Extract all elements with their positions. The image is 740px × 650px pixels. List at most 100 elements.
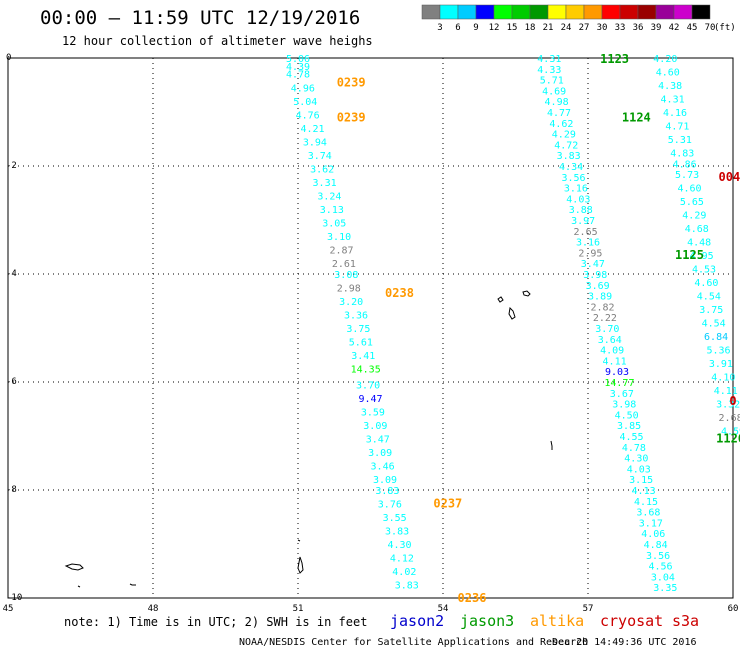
swh-value-jason3: 2.65 [574, 227, 598, 238]
colorbar-swatch [493, 4, 513, 20]
swh-value-jason3: 4.98 [545, 97, 569, 108]
swh-value-jason3: 14.77 [604, 378, 634, 389]
swh-value-jason3: 5.71 [540, 76, 564, 87]
swh-value-altika: 3.09 [373, 475, 397, 486]
swh-value-jason2: 3.75 [699, 305, 723, 316]
swh-value-altika: 3.76 [378, 500, 402, 511]
colorbar-label: 42 [669, 23, 680, 33]
gridlines [8, 58, 733, 598]
colorbar-label: 39 [651, 23, 662, 33]
island-2 [522, 290, 531, 297]
swh-value-jason2: 5.31 [668, 135, 692, 146]
swh-value-jason3: 3.68 [636, 508, 660, 519]
generated-timestamp: Dec 20 14:49:36 UTC 2016 [552, 637, 697, 648]
swh-value-altika: 3.70 [356, 381, 380, 392]
colorbar-swatch [439, 4, 459, 20]
swh-value-altika: 3.62 [310, 165, 334, 176]
swh-value-jason2: 4.60 [694, 278, 718, 289]
swh-value-jason3: 3.67 [610, 389, 634, 400]
x-tick-label: 57 [583, 604, 594, 614]
credit-line: NOAA/NESDIS Center for Satellite Applica… [239, 637, 588, 648]
swh-value-cryosat: 0 [729, 394, 736, 408]
swh-value-altika: 3.36 [344, 311, 368, 322]
island-3 [508, 306, 516, 320]
swh-value-altika: 4.12 [390, 554, 414, 565]
colorbar-swatch [583, 4, 603, 20]
swh-value-altika: 3.13 [320, 205, 344, 216]
swh-value-jason3: 4.72 [554, 140, 578, 151]
chart-subtitle: 12 hour collection of altimeter wave hei… [62, 34, 373, 48]
swh-value-jason3: 3.89 [588, 292, 612, 303]
colorbar-label: 18 [525, 23, 536, 33]
pass-time-altika: 0239 [337, 110, 366, 124]
swh-value-jason3: 4.13 [632, 486, 656, 497]
swh-value-altika: 3.41 [351, 351, 375, 362]
colorbar-swatch [421, 4, 441, 20]
swh-value-altika: 3.74 [308, 151, 332, 162]
colorbar-label: 36 [633, 23, 644, 33]
swh-value-jason2: 4.60 [656, 68, 680, 79]
y-tick-label: 0 [6, 53, 11, 63]
swh-value-jason3: 9.03 [605, 367, 629, 378]
x-tick-label: 45 [3, 604, 14, 614]
y-tick-label: -10 [6, 593, 22, 603]
swh-value-jason3: 4.33 [537, 65, 561, 76]
legend-cryosat: cryosat [600, 612, 663, 630]
swh-value-jason2: 2.68 [719, 413, 740, 424]
swh-value-jason3: 3.56 [561, 173, 585, 184]
swh-value-jason2: 4.60 [677, 184, 701, 195]
swh-value-jason3: 3.56 [646, 551, 670, 562]
swh-value-jason3: 3.16 [564, 184, 588, 195]
colorbar-unit: (ft) [714, 23, 736, 33]
swh-value-jason3: 4.77 [547, 108, 571, 119]
swh-value-jason3: 4.03 [566, 194, 590, 205]
swh-value-altika: 3.59 [361, 408, 385, 419]
swh-value-jason3: 3.88 [569, 205, 593, 216]
swh-value-jason2: 4.53 [692, 265, 716, 276]
chart-title: 00:00 – 11:59 UTC 12/19/2016 [40, 7, 360, 29]
swh-value-altika: 3.55 [383, 513, 407, 524]
colorbar-swatch [673, 4, 693, 20]
swh-value-jason2: 4.10 [711, 373, 735, 384]
swh-value-jason3: 3.69 [586, 281, 610, 292]
swh-value-altika: 3.83 [375, 486, 399, 497]
swh-value-jason3: 4.03 [627, 464, 651, 475]
swh-value-altika: 3.09 [368, 448, 392, 459]
colorbar-label: 21 [543, 23, 554, 33]
swh-value-jason3: 3.70 [595, 324, 619, 335]
colorbar-swatch [529, 4, 549, 20]
swh-value-jason3: 3.15 [629, 475, 653, 486]
swh-value-jason3: 3.04 [651, 572, 675, 583]
colorbar-swatch [565, 4, 585, 20]
swh-value-altika: 14.35 [351, 365, 381, 376]
swh-value-jason3: 4.06 [641, 529, 665, 540]
colorbar-legend: 3 6 9 12 15 18 21 24 27 30 33 36 39 42 45 70(ft) [421, 4, 736, 33]
swh-readings: 5.064.394.784.965.044.764.213.943.743.62… [286, 54, 740, 594]
swh-value-jason3: 4.09 [600, 346, 624, 357]
swh-value-jason2: 4.20 [653, 54, 677, 65]
island-8 [129, 583, 136, 586]
legend-jason3: jason3 [460, 612, 514, 630]
swh-value-jason3: 3.35 [653, 583, 677, 594]
swh-value-jason2: 5.36 [706, 346, 730, 357]
swh-value-jason2: 4.71 [665, 122, 689, 133]
land-outlines [64, 290, 553, 588]
swh-value-jason2: 3.32 [716, 400, 740, 411]
swh-value-jason2: 6.84 [704, 332, 728, 343]
swh-value-jason3: 3.98 [612, 400, 636, 411]
swh-value-jason2: 5.65 [680, 197, 704, 208]
swh-value-jason2: 4.31 [661, 95, 685, 106]
colorbar-swatch [475, 4, 495, 20]
swh-value-jason3: 4.55 [619, 432, 643, 443]
swh-value-jason3: 4.84 [644, 540, 668, 551]
swh-value-altika: 3.83 [395, 581, 419, 592]
swh-value-jason3: 4.11 [603, 356, 627, 367]
swh-value-altika: 3.24 [317, 192, 341, 203]
colorbar-swatch [619, 4, 639, 20]
swh-value-jason3: 4.30 [624, 454, 648, 465]
colorbar-label: 15 [507, 23, 518, 33]
swh-value-altika: 4.78 [286, 70, 310, 81]
swh-value-jason3: 4.69 [542, 86, 566, 97]
pass-time-jason3: 1124 [622, 110, 651, 124]
pass-time-jason3: 1123 [600, 52, 629, 66]
